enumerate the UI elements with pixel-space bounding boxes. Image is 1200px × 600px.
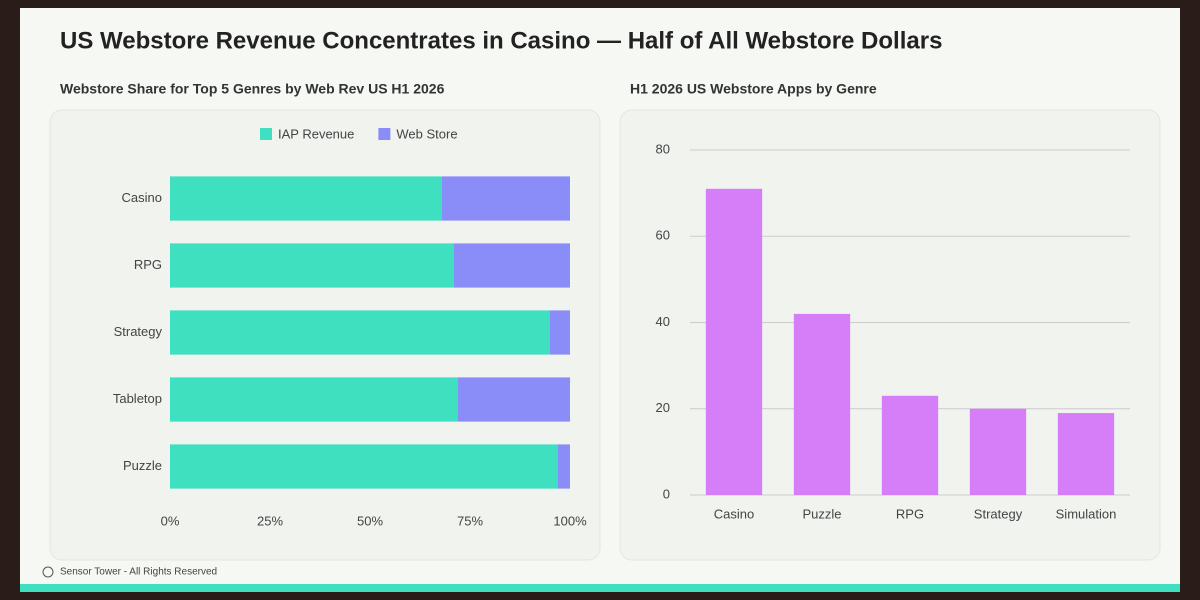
x-tick-label: Puzzle <box>802 506 841 521</box>
y-tick-label: Strategy <box>114 324 163 339</box>
legend-swatch <box>260 128 272 140</box>
bar <box>705 188 763 495</box>
logo <box>42 566 54 578</box>
y-tick-label: 40 <box>656 314 670 329</box>
bar-segment <box>170 243 454 288</box>
x-tick-label: Strategy <box>974 506 1023 521</box>
chart-title: H1 2026 US Webstore Apps by Genre <box>630 81 877 97</box>
bar <box>969 408 1027 495</box>
x-tick-label: 25% <box>257 513 283 528</box>
chart-title: Webstore Share for Top 5 Genres by Web R… <box>60 81 445 97</box>
x-tick-label: 0% <box>161 513 180 528</box>
y-tick-label: 0 <box>663 486 670 501</box>
legend-label: Web Store <box>396 126 457 141</box>
x-tick-label: 100% <box>553 513 587 528</box>
bar <box>793 313 851 495</box>
slide-accent <box>20 584 1180 592</box>
bar-segment <box>170 310 550 355</box>
x-tick-label: Casino <box>714 506 754 521</box>
bar <box>881 395 939 495</box>
bar-segment <box>170 176 442 221</box>
bar-segment <box>550 310 570 355</box>
y-tick-label: Casino <box>122 190 162 205</box>
legend-label: IAP Revenue <box>278 126 354 141</box>
x-tick-label: 50% <box>357 513 383 528</box>
y-tick-label: Puzzle <box>123 458 162 473</box>
y-tick-label: 80 <box>656 141 670 156</box>
legend-swatch <box>378 128 391 140</box>
bar <box>1057 413 1115 495</box>
bar-segment <box>458 377 570 422</box>
footer: Sensor Tower - All Rights Reserved <box>60 567 217 578</box>
bar-segment <box>170 377 458 422</box>
x-tick-label: 75% <box>457 513 483 528</box>
y-tick-label: Tabletop <box>113 391 162 406</box>
bar-segment <box>558 444 570 489</box>
bar-segment <box>454 243 570 288</box>
bar-segment <box>170 444 558 489</box>
y-tick-label: RPG <box>134 257 162 272</box>
y-tick-label: 20 <box>656 400 670 415</box>
bar-segment <box>442 176 570 221</box>
x-tick-label: Simulation <box>1056 506 1117 521</box>
y-tick-label: 60 <box>656 228 670 243</box>
slide-title: US Webstore Revenue Concentrates in Casi… <box>60 27 942 54</box>
x-tick-label: RPG <box>896 506 924 521</box>
